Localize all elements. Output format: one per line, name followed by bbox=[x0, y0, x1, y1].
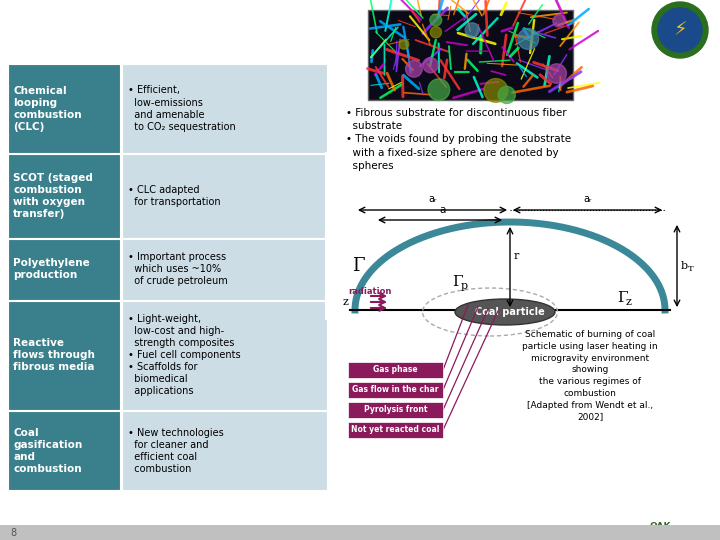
Circle shape bbox=[465, 23, 480, 37]
Text: 8: 8 bbox=[10, 528, 16, 538]
Bar bbox=[8, 154, 120, 238]
Circle shape bbox=[518, 29, 539, 50]
Bar bbox=[122, 154, 327, 238]
Circle shape bbox=[399, 39, 409, 49]
Bar bbox=[348, 422, 443, 438]
Circle shape bbox=[498, 86, 516, 104]
Bar bbox=[122, 301, 327, 410]
Text: Schematic of burning of coal
particle using laser heating in
microgravity enviro: Schematic of burning of coal particle us… bbox=[522, 330, 658, 422]
Text: • Fibrous substrate for discontinuous fiber
  substrate
• The voids found by pro: • Fibrous substrate for discontinuous fi… bbox=[346, 108, 571, 171]
Bar bbox=[368, 10, 573, 100]
Text: • CLC adapted
  for transportation: • CLC adapted for transportation bbox=[128, 185, 220, 207]
Text: Not yet reacted coal: Not yet reacted coal bbox=[351, 426, 440, 435]
Circle shape bbox=[428, 79, 450, 100]
Text: ⚡: ⚡ bbox=[673, 21, 687, 39]
Text: z: z bbox=[626, 297, 632, 307]
Text: SCOT (staged
combustion
with oxygen
transfer): SCOT (staged combustion with oxygen tran… bbox=[13, 173, 93, 219]
Circle shape bbox=[405, 60, 423, 77]
Text: z: z bbox=[343, 297, 349, 307]
Text: • Efficient,
  low-emissions
  and amenable
  to CO₂ sequestration: • Efficient, low-emissions and amenable … bbox=[128, 85, 235, 132]
Text: Applications: Applications bbox=[10, 532, 222, 540]
Bar bbox=[0, 525, 720, 540]
Text: • Important process
  which uses ~10%
  of crude petroleum: • Important process which uses ~10% of c… bbox=[128, 253, 228, 287]
Circle shape bbox=[658, 8, 702, 52]
Circle shape bbox=[430, 14, 441, 26]
Text: aᵣ: aᵣ bbox=[428, 194, 437, 204]
Text: T: T bbox=[688, 265, 693, 273]
Circle shape bbox=[484, 78, 508, 103]
Text: Coal particle: Coal particle bbox=[475, 307, 545, 317]
Bar bbox=[122, 64, 327, 153]
Bar bbox=[348, 362, 443, 378]
Bar bbox=[325, 152, 695, 320]
Text: Γ: Γ bbox=[452, 275, 462, 289]
Text: radiation: radiation bbox=[348, 287, 392, 296]
Text: Gas phase: Gas phase bbox=[373, 366, 418, 375]
Text: Γ: Γ bbox=[617, 291, 628, 305]
Circle shape bbox=[547, 64, 567, 83]
Circle shape bbox=[652, 2, 708, 58]
Circle shape bbox=[431, 26, 441, 38]
Text: • Light-weight,
  low-cost and high-
  strength composites
• Fuel cell component: • Light-weight, low-cost and high- stren… bbox=[128, 314, 240, 396]
Text: p: p bbox=[461, 281, 468, 291]
Text: Pyrolysis front: Pyrolysis front bbox=[364, 406, 427, 415]
Bar bbox=[122, 239, 327, 300]
Bar bbox=[8, 411, 120, 490]
Text: b: b bbox=[681, 261, 688, 271]
Text: OAK
RIDGE: OAK RIDGE bbox=[644, 522, 675, 540]
Text: Gas flow in the char: Gas flow in the char bbox=[352, 386, 438, 395]
Bar bbox=[348, 382, 443, 398]
Text: Γ: Γ bbox=[352, 257, 364, 275]
Text: Reactive
flows through
fibrous media: Reactive flows through fibrous media bbox=[13, 339, 95, 373]
Text: • New technologies
  for cleaner and
  efficient coal
  combustion: • New technologies for cleaner and effic… bbox=[128, 428, 224, 474]
Text: aᵣ: aᵣ bbox=[583, 194, 592, 204]
Circle shape bbox=[553, 15, 565, 27]
Text: Coal
gasification
and
combustion: Coal gasification and combustion bbox=[13, 428, 82, 474]
Bar bbox=[348, 402, 443, 418]
Bar bbox=[8, 301, 120, 410]
Bar bbox=[122, 411, 327, 490]
Text: r: r bbox=[514, 251, 519, 261]
Text: Chemical
looping
combustion
(CLC): Chemical looping combustion (CLC) bbox=[13, 85, 81, 132]
Bar bbox=[8, 64, 120, 153]
Ellipse shape bbox=[455, 299, 555, 325]
Bar bbox=[8, 239, 120, 300]
Circle shape bbox=[423, 58, 438, 73]
Text: Polyethylene
production: Polyethylene production bbox=[13, 259, 90, 280]
Text: a: a bbox=[439, 205, 446, 215]
